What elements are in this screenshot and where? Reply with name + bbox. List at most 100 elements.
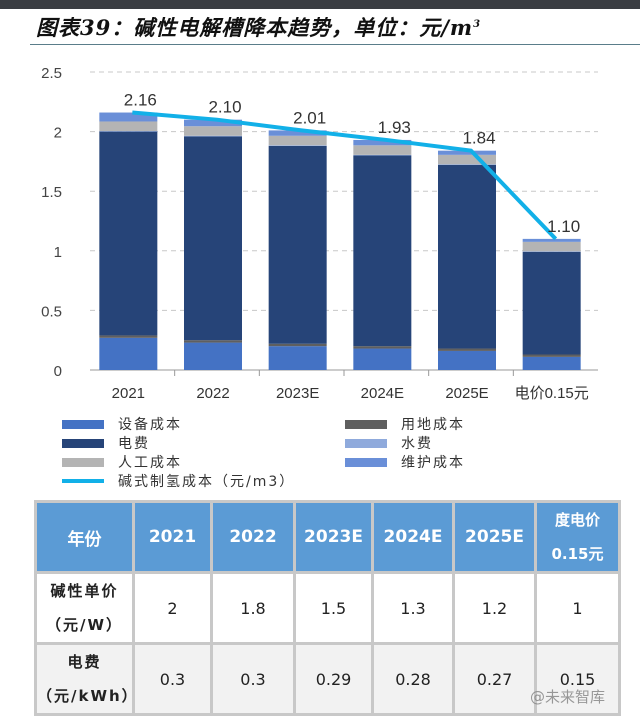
x-tick-label: 2024E (361, 385, 404, 402)
legend-swatch (62, 419, 104, 429)
bar-segment (522, 251, 581, 355)
x-tick-label: 2023E (276, 385, 319, 402)
bar-segment (268, 343, 327, 347)
legend-label: 人工成本 (118, 455, 182, 471)
table-cell: 0.29 (293, 642, 374, 716)
table-cell: 1.2 (452, 571, 537, 645)
bar-segment (99, 131, 158, 336)
table-cell: 2 (132, 571, 213, 645)
legend-swatch (345, 419, 387, 429)
data-label: 1.84 (462, 129, 495, 148)
bar-segment (99, 121, 158, 132)
bar-segment (99, 335, 158, 338)
data-label: 2.01 (293, 108, 326, 127)
stacked-bar-chart: 0 0.5 1 1.5 2 2.5 2021 2022 2023E 2024E 2025E 电价0.1… (41, 65, 598, 402)
legend-line-swatch (62, 479, 104, 483)
y-tick-label: 2.5 (41, 65, 62, 82)
table-header-cell: 2022 (210, 500, 296, 574)
bar-segment (268, 145, 327, 146)
bar-segment (438, 348, 496, 351)
bar-segment (268, 130, 327, 136)
legend-label: 电费 (118, 436, 150, 452)
y-tick-label: 1.5 (41, 184, 62, 201)
data-table: 年份 2021 2022 2023E 2024E 2025E 度电价0.15元 碱性单价（元… (34, 500, 621, 716)
table-cell: 1.5 (293, 571, 374, 645)
table-cell: 0.15 (534, 642, 621, 716)
legend-item: 用地成本 (345, 414, 465, 434)
row-header-cell: 碱性单价（元/W） (34, 571, 135, 645)
legend-label: 用地成本 (401, 417, 465, 433)
bar-segment (438, 164, 496, 349)
data-label: 2.10 (208, 98, 241, 117)
bar-segment (268, 135, 327, 146)
table-cell: 0.3 (132, 642, 213, 716)
table-row: 电费（元/kWh） 0.3 0.3 0.29 0.28 0.27 0.15 (34, 642, 621, 716)
table-header-cell: 2023E (293, 500, 374, 574)
table-header-cell: 2024E (371, 500, 455, 574)
row-header-cell: 电费（元/kWh） (34, 642, 137, 716)
y-tick-label: 1 (54, 244, 62, 261)
bar-segment (522, 238, 581, 242)
legend-item: 设备成本 (62, 414, 182, 434)
bar-segment (353, 145, 412, 155)
bar-segment (184, 126, 242, 136)
legend-item: 维护成本 (345, 452, 465, 472)
legend-item: 电费 (62, 433, 150, 453)
bar-segment (522, 354, 581, 357)
bar-segment (438, 150, 496, 155)
legend-label: 维护成本 (401, 455, 465, 471)
table-cell: 1.8 (210, 571, 296, 645)
table-header-cell: 年份 (34, 500, 135, 574)
x-tick-label: 2025E (445, 385, 488, 402)
table-header-cell: 2025E (452, 500, 537, 574)
legend-item-line: 碱式制氢成本（元/m3） (62, 471, 295, 491)
table-cell: 0.28 (371, 642, 455, 716)
bar-segment (184, 135, 242, 137)
table-header-cell: 度电价0.15元 (534, 500, 621, 574)
legend-item: 水费 (345, 433, 433, 453)
legend-label: 碱式制氢成本（元/m3） (118, 474, 296, 490)
data-label: 2.16 (124, 91, 157, 110)
bar-segment (353, 139, 412, 146)
bar-segment (353, 155, 412, 347)
table-cell: 1 (534, 571, 621, 645)
title-divider (30, 44, 640, 45)
top-bar (0, 0, 640, 9)
figure-title: 图表39：碱性电解槽降本趋势，单位：元/m3 (36, 12, 481, 42)
bar-segment (353, 346, 412, 349)
bar-segment (438, 154, 496, 165)
x-tick-label: 2022 (196, 385, 229, 402)
bar-segment (99, 337, 158, 370)
legend-swatch (62, 457, 104, 467)
legend-label: 水费 (401, 436, 433, 452)
table-cell: 0.3 (210, 642, 296, 716)
legend-swatch (345, 438, 387, 448)
y-tick-label: 0 (54, 363, 62, 380)
bar-segment (184, 340, 242, 343)
legend-label: 设备成本 (118, 417, 182, 433)
bar-segment (353, 348, 412, 370)
data-label: 1.93 (378, 118, 411, 137)
bar-segment (184, 119, 242, 127)
title-sup: 3 (473, 19, 482, 30)
bar-segment (184, 136, 242, 341)
bar-segment (268, 346, 327, 370)
bar-segment (99, 112, 158, 122)
cost-line (132, 110, 558, 241)
bar-segment (522, 251, 581, 252)
bar-segment (99, 131, 158, 132)
legend-swatch (62, 438, 104, 448)
x-tick-label: 电价0.15元 (515, 385, 589, 402)
bar-segment (268, 145, 327, 344)
bar-segment (438, 350, 496, 370)
table-header-cell: 2021 (132, 500, 213, 574)
table-cell: 1.3 (371, 571, 455, 645)
bar-segment (438, 164, 496, 165)
table-cell: 0.27 (452, 642, 537, 716)
table-header-row: 年份 2021 2022 2023E 2024E 2025E 度电价0.15元 (34, 500, 621, 574)
bar-segment (522, 356, 581, 370)
y-tick-label: 2 (54, 125, 62, 142)
y-tick-label: 0.5 (41, 303, 62, 320)
bar-segment (184, 342, 242, 370)
legend-swatch (345, 457, 387, 467)
